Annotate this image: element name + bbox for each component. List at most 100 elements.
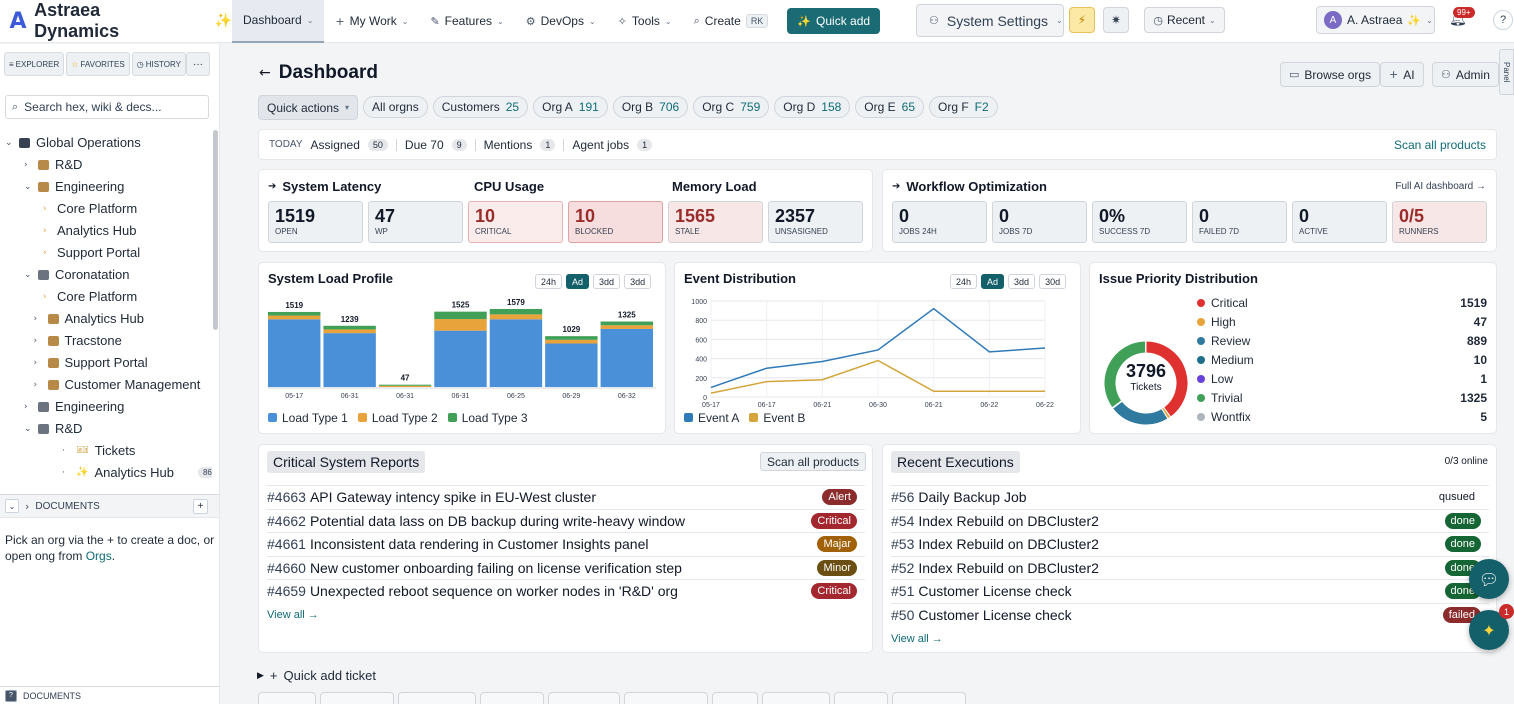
range-button[interactable]: 3dd [624,274,652,289]
tree-item[interactable]: › Core Platform [43,198,137,219]
scan-all-products-link[interactable]: Scan all products [1393,137,1486,152]
stat-tile[interactable]: 1519 OPEN [268,201,363,243]
legend-item[interactable]: Load Type 2 [357,411,438,425]
tree-item[interactable]: › Engineering [24,396,124,417]
quick-add-button[interactable]: ✨ Quick add [787,8,881,34]
bottom-tab[interactable] [320,692,394,704]
tree-item[interactable]: › Support Portal [34,352,148,373]
tree-toggle-icon[interactable]: › [33,379,38,390]
bar-segment[interactable] [545,339,598,344]
bottom-tab[interactable] [480,692,544,704]
priority-row[interactable]: Trivial 1325 [1197,388,1487,407]
bar-segment[interactable] [323,329,376,334]
stat-tile[interactable]: 10 CRITICAL [468,201,563,243]
tree-item[interactable]: › Tracstone [34,330,122,351]
tree-item[interactable]: › Customer Management [34,374,201,395]
user-menu[interactable]: A A. Astraea ✨ ⌄ [1316,6,1435,34]
tree-toggle-icon[interactable]: ⌄ [24,181,32,192]
range-button[interactable]: 3dd [593,274,621,289]
tab-favorites[interactable]: ☆ FAVORITES [66,52,130,76]
bar-segment[interactable] [489,308,543,315]
tree-item[interactable]: › Analytics Hub [34,308,144,329]
priority-row[interactable]: Medium 10 [1197,350,1487,369]
quick-add-ticket-toggle[interactable]: ▶ + Quick add ticket [257,668,376,683]
bottom-tab[interactable] [762,692,830,704]
list-item[interactable]: #51 Customer License check done [891,579,1489,602]
help-button[interactable]: ? [1493,10,1513,30]
list-item[interactable]: #54 Index Rebuild on DBCluster2 done [891,508,1489,532]
nav-devops[interactable]: ⚙ DevOps ⌄ [515,0,607,43]
full-ai-dashboard-link[interactable]: Full AI dashboard → [1395,181,1486,192]
chat-fab[interactable]: 💬︎ [1469,559,1509,599]
priority-row[interactable]: Critical 1519 [1197,293,1487,312]
bar-segment[interactable] [268,311,321,316]
org-chip[interactable]: Org D 158 [774,96,851,118]
list-item[interactable]: #4663 API Gateway intency spike in EU-Wes… [267,485,865,508]
list-item[interactable]: #52 Index Rebuild on DBCluster2 done [891,555,1489,579]
list-item[interactable]: #4662 Potential data lass on DB backup du… [267,508,865,532]
list-item[interactable]: #4660 New customer onboarding failing on … [267,555,865,579]
stat-tile[interactable]: 0% SUCCESS 7D [1092,201,1187,243]
nav-create[interactable]: ⌕ Create RK [683,0,780,43]
priority-row[interactable]: High 47 [1197,312,1487,331]
tree-toggle-icon[interactable]: › [24,401,28,412]
bottom-tab[interactable] [398,692,476,704]
sidebar-scrollbar[interactable] [213,130,218,330]
today-mentions[interactable]: Mentions [483,137,533,152]
bar-segment[interactable] [600,325,653,329]
lightning-button[interactable]: ⚡ [1069,7,1095,33]
view-all-executions-link[interactable]: View all → [891,633,943,645]
tree-item[interactable]: · 🎫︎ Tickets [62,440,135,461]
tab-history[interactable]: ◷ HISTORY [131,52,186,76]
tree-toggle-icon[interactable]: › [33,335,38,346]
tree-toggle-icon[interactable]: › [33,313,38,324]
legend-item[interactable]: Load Type 3 [447,411,528,425]
documents-footer[interactable]: ? DOCUMENTS [0,686,219,704]
sparkle-icon[interactable]: ✨ [214,13,232,29]
stat-tile[interactable]: 2357 UNSASIGNED [768,201,863,243]
quick-actions-button[interactable]: Quick actions ▾ [258,95,359,120]
tree-item[interactable]: ⌄ R&D [24,418,82,439]
series-line[interactable] [710,359,1045,394]
bar-segment[interactable] [268,315,321,320]
tree-item[interactable]: ⌄ Coronatation [24,264,129,285]
bar-segment[interactable] [378,384,432,386]
today-assigned[interactable]: Assigned [310,137,360,152]
bottom-tab[interactable] [548,692,620,704]
documents-header[interactable]: ⌄ › DOCUMENTS [0,494,219,518]
tree-toggle-icon[interactable]: › [43,203,47,214]
org-chip[interactable]: Org A 191 [533,96,608,118]
bottom-tab[interactable] [892,692,966,704]
tree-toggle-icon[interactable]: · [62,445,65,456]
tree-item[interactable]: › Analytics Hub [43,220,136,241]
tree-toggle-icon[interactable]: › [43,225,47,236]
bar-segment[interactable] [545,343,598,387]
org-chip[interactable]: Org E 65 [855,96,924,118]
admin-button[interactable]: ⚇ Admin [1432,62,1499,87]
system-latency-title[interactable]: ➔ System Latency [268,179,381,194]
nav-tools[interactable]: ✧ Tools ⌄ [607,0,683,43]
collapse-icon[interactable]: ⌄ [5,499,19,513]
stat-tile[interactable]: 0 JOBS 7D [992,201,1087,243]
scan-all-products-button[interactable]: Scan all products [759,452,866,471]
bar-segment[interactable] [323,325,376,330]
bar-segment[interactable] [434,319,487,331]
list-item[interactable]: #53 Index Rebuild on DBCluster2 done [891,532,1489,555]
list-item[interactable]: #50 Customer License check failed [891,602,1489,626]
range-button[interactable]: 24h [950,274,978,289]
stat-tile[interactable]: 0 ACTIVE [1292,201,1387,243]
priority-row[interactable]: Wontfix 5 [1197,407,1487,426]
bar-segment[interactable] [434,311,487,320]
bar-segment[interactable] [545,336,598,340]
stat-tile[interactable]: 0 JOBS 24H [892,201,987,243]
tree-item[interactable]: ⌄ Engineering [24,176,124,197]
tree-toggle-icon[interactable]: › [33,357,38,368]
range-button[interactable]: Ad [981,274,1005,289]
back-arrow-icon[interactable]: ← [259,65,271,81]
stat-tile[interactable]: 1565 STALE [668,201,763,243]
bottom-tab[interactable] [712,692,758,704]
bottom-tab[interactable] [624,692,708,704]
stat-tile[interactable]: 0/5 RUNNERS [1392,201,1487,243]
bottom-tab[interactable] [258,692,316,704]
range-button[interactable]: 3dd [1008,274,1036,289]
